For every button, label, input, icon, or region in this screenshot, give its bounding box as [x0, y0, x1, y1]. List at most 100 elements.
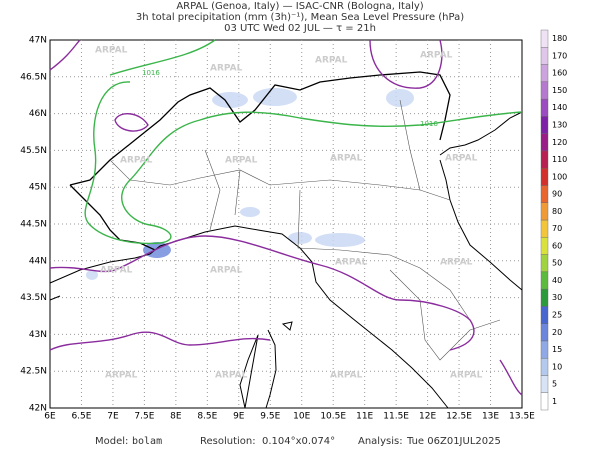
- regions: [109, 99, 501, 361]
- colorbar-cell: [540, 237, 549, 255]
- x-label: 7E: [107, 412, 119, 422]
- colorbar-label: 90: [552, 190, 562, 199]
- footer-value: 0.104°x0.074°: [262, 436, 335, 447]
- colorbar-cell: [540, 357, 549, 376]
- x-label: 10.5E: [320, 412, 346, 422]
- y-label: 45N: [29, 183, 47, 193]
- footer-label: Model:: [95, 436, 128, 447]
- colorbar-cell: [540, 288, 549, 307]
- y-label: 47N: [29, 36, 47, 46]
- footer-label: Resolution:: [200, 436, 256, 447]
- title-1: ARPAL (Genoa, Italy) — ISAC-CNR (Bologna…: [176, 1, 423, 12]
- watermark: ARPAL: [210, 266, 243, 276]
- colorbar-label: 25: [552, 311, 562, 320]
- x-label: 7.5E: [134, 412, 154, 422]
- watermark: ARPAL: [215, 371, 248, 381]
- watermark: ARPAL: [440, 258, 473, 268]
- colorbar-label: 130: [552, 121, 567, 130]
- watermark: ARPAL: [330, 371, 363, 381]
- colorbar-cell: [540, 116, 549, 134]
- x-label: 13E: [482, 412, 499, 422]
- isobars: [49, 39, 523, 396]
- colorbar-label: 1: [552, 397, 557, 406]
- y-label: 46N: [29, 109, 47, 119]
- colorbar-cell: [540, 64, 549, 83]
- y-label: 42.5N: [20, 367, 47, 377]
- contour-label: 1016: [420, 120, 438, 128]
- colorbar-cell: [540, 323, 549, 342]
- colorbar-label: 60: [552, 241, 562, 250]
- x-label: 9.5E: [260, 412, 280, 422]
- colorbar-label: 180: [552, 34, 567, 43]
- y-label: 43.5N: [20, 293, 47, 303]
- colorbar-cell: [540, 271, 549, 290]
- colorbar-label: 80: [552, 207, 562, 216]
- colorbar-label: 100: [552, 172, 567, 181]
- watermark: ARPAL: [445, 154, 478, 164]
- title-2: 3h total precipitation (mm (3h)⁻¹), Mean…: [136, 12, 464, 23]
- colorbar-label: 150: [552, 86, 567, 95]
- watermark: ARPAL: [330, 154, 363, 164]
- colorbar-cell: [540, 150, 549, 169]
- y-label: 42N: [29, 404, 47, 414]
- footer-value: bolam: [132, 436, 162, 447]
- watermark: ARPAL: [335, 258, 368, 268]
- x-label: 12E: [419, 412, 436, 422]
- colorbar-cell: [540, 133, 549, 152]
- colorbar-cell: [540, 340, 549, 359]
- colorbar-label: 40: [552, 276, 562, 285]
- watermark: ARPAL: [100, 266, 133, 276]
- colorbar-cell: [540, 98, 549, 117]
- colorbar-cell: [540, 167, 549, 186]
- x-label: 8E: [170, 412, 182, 422]
- colorbar-cell: [540, 47, 549, 65]
- map: 1016 1016 ARPAL ARPAL ARPAL ARPAL ARPAL ARPAL…: [49, 39, 523, 409]
- colorbar-label: 20: [552, 328, 562, 337]
- watermark: ARPAL: [315, 56, 348, 66]
- colorbar-label: 170: [552, 51, 567, 60]
- colorbar-cell: [540, 219, 549, 238]
- y-label: 45.5N: [20, 146, 47, 156]
- colorbar: 1510152025304050607080901001101201301401…: [540, 29, 567, 411]
- y-label: 43N: [29, 330, 47, 340]
- x-label: 8.5E: [197, 412, 217, 422]
- colorbar-label: 120: [552, 138, 567, 147]
- contour-label: 1016: [142, 69, 160, 77]
- watermark: ARPAL: [105, 371, 138, 381]
- watermark: ARPAL: [225, 156, 258, 166]
- colorbar-cell: [540, 392, 549, 411]
- x-label: 9E: [233, 412, 245, 422]
- x-label: 12.5E: [446, 412, 472, 422]
- colorbar-cell: [540, 254, 549, 273]
- colorbar-label: 160: [552, 69, 567, 78]
- colorbar-label: 50: [552, 259, 562, 268]
- y-label: 44.5N: [20, 220, 47, 230]
- colorbar-cell: [540, 81, 549, 100]
- footer-value: Tue 06Z01JUL2025: [406, 436, 501, 447]
- colorbar-label: 10: [552, 362, 562, 371]
- watermark: ARPAL: [210, 64, 243, 74]
- footer-label: Analysis:: [358, 436, 403, 447]
- colorbar-cell: [540, 202, 549, 221]
- watermark: ARPAL: [450, 371, 483, 381]
- colorbar-label: 70: [552, 224, 562, 233]
- colorbar-cell: [540, 185, 549, 203]
- x-label: 13.5E: [509, 412, 535, 422]
- x-label: 6E: [44, 412, 56, 422]
- colorbar-label: 5: [552, 380, 557, 389]
- x-label: 10E: [293, 412, 310, 422]
- y-label: 44N: [29, 256, 47, 266]
- colorbar-label: 140: [552, 103, 567, 112]
- watermark: ARPAL: [95, 46, 128, 56]
- colorbar-label: 15: [552, 345, 562, 354]
- coastlines: [49, 111, 523, 409]
- colorbar-label: 30: [552, 293, 562, 302]
- colorbar-cell: [540, 29, 549, 48]
- x-label: 11.5E: [383, 412, 409, 422]
- x-label: 11E: [356, 412, 373, 422]
- colorbar-cell: [540, 375, 549, 393]
- watermark: ARPAL: [120, 156, 153, 166]
- watermark: ARPAL: [420, 51, 453, 61]
- title-3: 03 UTC Wed 02 JUL — τ = 21h: [224, 23, 376, 34]
